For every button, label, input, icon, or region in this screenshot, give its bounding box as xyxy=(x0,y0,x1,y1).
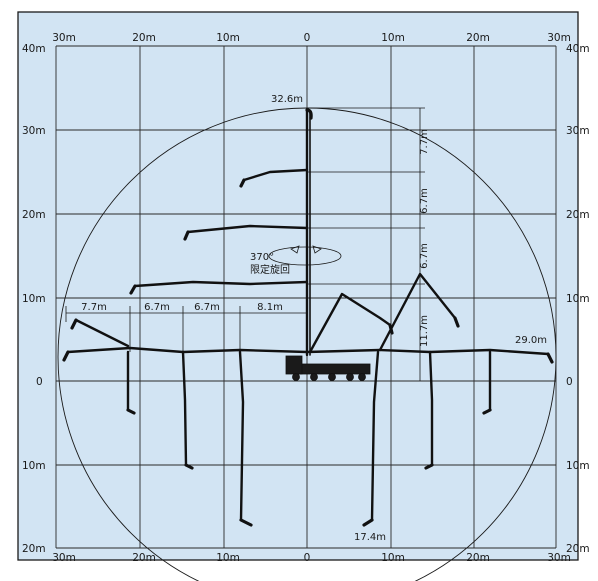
right-y-label: 10m xyxy=(566,293,590,305)
bottom-x-label: 20m xyxy=(132,552,156,564)
dim-label: 7.7m xyxy=(81,302,107,313)
bottom-x-label: 0 xyxy=(304,552,311,564)
bottom-x-label: 10m xyxy=(381,552,405,564)
max-depth-label: 17.4m xyxy=(354,532,386,543)
right-y-label: 20m xyxy=(566,209,590,221)
top-x-label: 0 xyxy=(304,32,311,44)
truck-wheel xyxy=(293,374,300,381)
truck-wheel xyxy=(347,374,354,381)
max-reach-label: 29.0m xyxy=(515,335,547,346)
right-y-label: 40m xyxy=(566,43,590,55)
dim-label: 6.7m xyxy=(419,243,430,269)
left-y-label: 20m xyxy=(22,543,46,555)
bottom-x-label: 30m xyxy=(52,552,76,564)
dim-label: 6.7m xyxy=(419,188,430,214)
right-y-label: 0 xyxy=(566,376,573,388)
slewing-angle-label: 370° xyxy=(250,252,274,263)
truck-cab xyxy=(286,356,302,374)
left-y-label: 10m xyxy=(22,460,46,472)
truck-body xyxy=(296,364,370,374)
right-y-label: 10m xyxy=(566,460,590,472)
bottom-x-label: 10m xyxy=(216,552,240,564)
dim-label: 6.7m xyxy=(194,302,220,313)
dim-label: 8.1m xyxy=(257,302,283,313)
left-y-label: 30m xyxy=(22,125,46,137)
max-height-label: 32.6m xyxy=(271,94,303,105)
top-x-label: 10m xyxy=(216,32,240,44)
truck-wheel xyxy=(329,374,336,381)
truck-wheel xyxy=(311,374,318,381)
slewing-note-label: 限定旋回 xyxy=(250,263,290,276)
top-x-label: 30m xyxy=(52,32,76,44)
top-x-label: 20m xyxy=(132,32,156,44)
left-y-label: 0 xyxy=(36,376,43,388)
bottom-x-label: 20m xyxy=(466,552,490,564)
top-x-label: 10m xyxy=(381,32,405,44)
dim-label: 6.7m xyxy=(144,302,170,313)
left-y-label: 40m xyxy=(22,43,46,55)
dim-label: 7.7m xyxy=(419,129,430,155)
right-y-label: 20m xyxy=(566,543,590,555)
top-x-label: 20m xyxy=(466,32,490,44)
right-y-label: 30m xyxy=(566,125,590,137)
truck-wheel xyxy=(359,374,366,381)
left-y-label: 20m xyxy=(22,209,46,221)
dim-label: 11.7m xyxy=(419,315,430,347)
left-y-label: 10m xyxy=(22,293,46,305)
